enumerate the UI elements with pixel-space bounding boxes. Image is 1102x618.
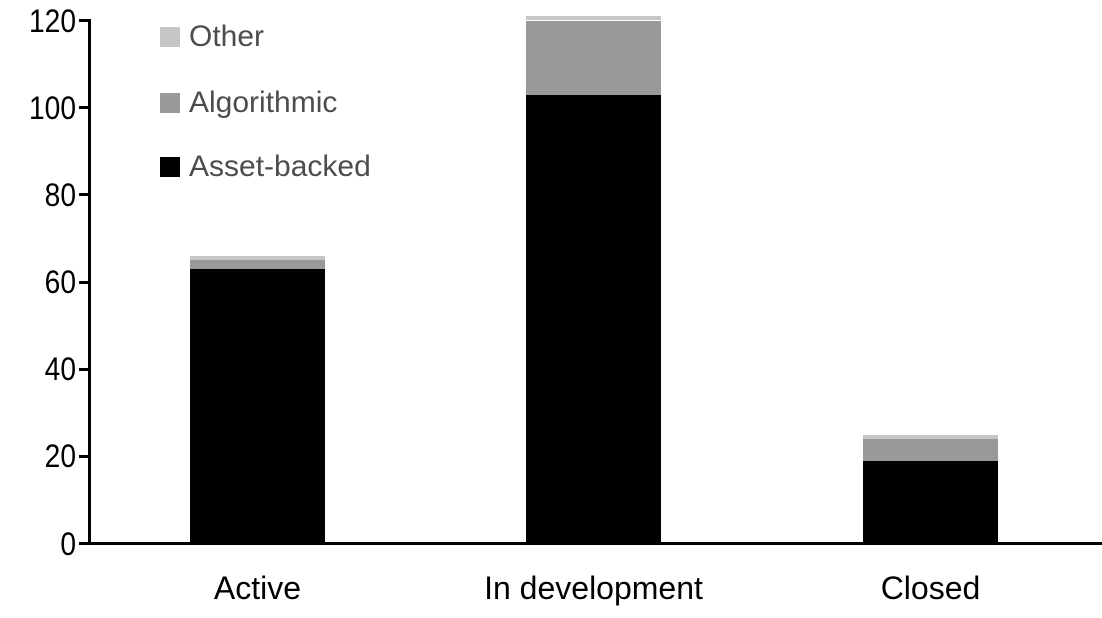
legend-label-other: Other xyxy=(189,20,265,53)
x-axis-line xyxy=(79,542,1102,545)
bar-segment-closed-other xyxy=(863,434,998,439)
y-tick-label: 80 xyxy=(44,176,76,213)
category-label-closed: Closed xyxy=(880,570,981,606)
y-tick-label: 100 xyxy=(29,89,77,126)
bar-segment-closed-asset-backed xyxy=(863,460,998,544)
y-tick-label: 120 xyxy=(29,2,77,39)
legend-label-asset-backed: Asset-backed xyxy=(189,150,371,183)
bar-segment-in-development-algorithmic xyxy=(526,20,661,95)
y-tick-label: 60 xyxy=(44,264,76,300)
legend-item-algorithmic: Algorithmic xyxy=(160,88,337,118)
y-tick-label: 0 xyxy=(60,525,76,562)
category-label-in-development: In development xyxy=(484,570,703,606)
category-label-active: Active xyxy=(213,570,302,606)
legend-item-other: Other xyxy=(160,22,264,52)
bar-segment-active-algorithmic xyxy=(190,260,325,269)
y-tick xyxy=(79,19,91,22)
y-tick xyxy=(79,454,91,458)
legend-swatch-asset-backed xyxy=(160,157,180,177)
bar-segment-in-development-other xyxy=(526,16,661,21)
bar-segment-active-asset-backed xyxy=(190,268,325,544)
y-tick xyxy=(79,280,91,284)
y-tick xyxy=(79,367,91,371)
legend-swatch-other xyxy=(160,27,180,47)
y-tick xyxy=(79,542,91,545)
y-tick xyxy=(79,106,91,110)
legend-swatch-algorithmic xyxy=(160,93,180,113)
y-tick-label: 40 xyxy=(44,351,76,388)
bar-segment-in-development-asset-backed xyxy=(526,94,661,544)
legend-label-algorithmic: Algorithmic xyxy=(189,86,338,119)
y-tick-label: 20 xyxy=(44,438,76,475)
y-tick xyxy=(79,193,91,197)
bar-segment-closed-algorithmic xyxy=(863,438,998,461)
legend-item-asset-backed: Asset-backed xyxy=(160,152,371,182)
bar-segment-active-other xyxy=(190,255,325,261)
